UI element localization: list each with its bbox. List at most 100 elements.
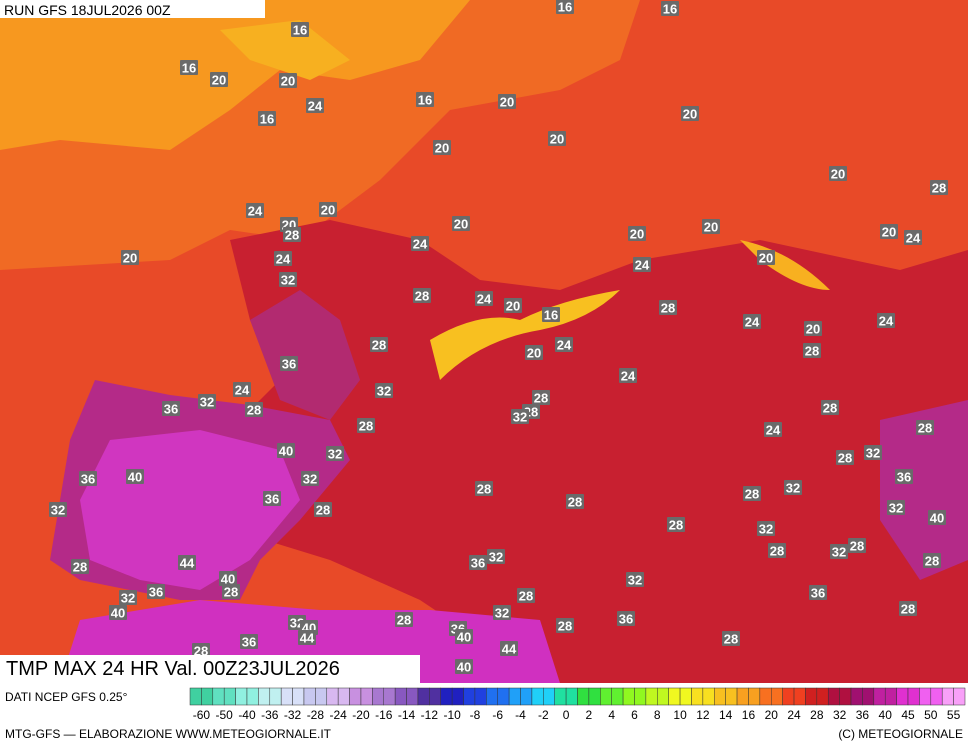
value-label: 32 xyxy=(377,384,391,399)
value-label: 20 xyxy=(882,225,896,240)
label-box xyxy=(848,538,866,553)
colorbar-swatch xyxy=(258,687,271,706)
label-box xyxy=(895,469,913,484)
colorbar-swatch xyxy=(827,687,840,706)
label-box xyxy=(475,291,493,306)
value-label: 32 xyxy=(281,273,295,288)
colorbar-swatch xyxy=(953,687,966,706)
label-box xyxy=(548,131,566,146)
label-box xyxy=(306,98,324,113)
label-box xyxy=(222,584,240,599)
colorbar-swatch xyxy=(714,687,726,706)
label-box xyxy=(301,471,319,486)
colorbar-swatch xyxy=(622,687,635,706)
colorbar-swatch xyxy=(280,687,293,706)
colorbar-label: -32 xyxy=(284,708,302,722)
colorbar-swatch xyxy=(816,687,829,706)
value-label: 36 xyxy=(242,635,256,650)
colorbar-swatch xyxy=(782,687,795,706)
colorbar-label: 50 xyxy=(924,708,938,722)
value-label: 32 xyxy=(628,573,642,588)
mild-zone xyxy=(220,20,350,80)
value-label: 40 xyxy=(128,470,142,485)
value-label: 32 xyxy=(200,395,214,410)
label-box xyxy=(280,356,298,371)
colorbar-swatch xyxy=(941,687,954,706)
alps-cool xyxy=(430,290,620,380)
value-label: 28 xyxy=(372,338,386,353)
label-box xyxy=(829,166,847,181)
value-label: 32 xyxy=(866,446,880,461)
value-label: 36 xyxy=(897,470,911,485)
value-label: 16 xyxy=(544,308,558,323)
colorbar-swatch xyxy=(337,687,350,706)
value-label: 28 xyxy=(932,181,946,196)
colorbar-label: 40 xyxy=(879,708,893,722)
value-label: 32 xyxy=(121,591,135,606)
label-box xyxy=(899,601,917,616)
label-box xyxy=(192,643,210,658)
label-box xyxy=(210,72,228,87)
label-box xyxy=(395,612,413,627)
header-box xyxy=(0,0,265,18)
label-box xyxy=(475,481,493,496)
colorbar-label: -40 xyxy=(238,708,256,722)
label-box xyxy=(71,559,89,574)
label-box xyxy=(877,313,895,328)
map: RUN GFS 18JUL2026 00Z 16 16 16 16 20 20 24 16 20… xyxy=(0,0,968,683)
label-box xyxy=(274,251,292,266)
value-label: 28 xyxy=(823,401,837,416)
value-label: 36 xyxy=(282,357,296,372)
colorbar-swatch xyxy=(930,687,943,706)
value-label: 20 xyxy=(123,251,137,266)
very-hot-zone xyxy=(880,400,968,580)
value-label: 24 xyxy=(745,315,760,330)
value-label: 44 xyxy=(502,642,517,657)
label-box xyxy=(258,111,276,126)
colorbar-label: 45 xyxy=(901,708,915,722)
value-label: 28 xyxy=(359,419,373,434)
label-box xyxy=(830,544,848,559)
value-label: 28 xyxy=(568,495,582,510)
value-label: 44 xyxy=(300,631,315,646)
colorbar-label: -50 xyxy=(216,708,234,722)
label-box xyxy=(757,250,775,265)
label-box xyxy=(319,202,337,217)
colorbar-label: -20 xyxy=(352,708,370,722)
label-box xyxy=(804,321,822,336)
label-box xyxy=(880,224,898,239)
colorbar-swatch xyxy=(702,687,715,706)
colorbar-label: 8 xyxy=(654,708,661,722)
label-box xyxy=(493,605,511,620)
colorbar-swatch xyxy=(725,687,738,706)
colorbar-swatch xyxy=(223,687,236,706)
value-label: 32 xyxy=(303,472,317,487)
value-label: 40 xyxy=(279,444,293,459)
colorbar-swatch xyxy=(235,687,248,706)
label-box xyxy=(923,553,941,568)
colorbar-label: 20 xyxy=(765,708,779,722)
mild-zone xyxy=(0,0,470,150)
value-label: 28 xyxy=(669,518,683,533)
colorbar-label: 55 xyxy=(947,708,961,722)
label-box xyxy=(357,418,375,433)
value-label: 16 xyxy=(418,93,432,108)
value-label: 24 xyxy=(413,237,428,252)
value-label: 16 xyxy=(293,23,307,38)
colorbar-swatch xyxy=(463,687,476,706)
colorbar-swatch xyxy=(315,687,328,706)
label-box xyxy=(887,500,905,515)
colorbar-label: 4 xyxy=(608,708,615,722)
colorbar-swatch xyxy=(303,687,316,706)
value-label: 28 xyxy=(534,391,548,406)
label-box xyxy=(722,631,740,646)
value-label: 28 xyxy=(805,344,819,359)
label-box xyxy=(279,73,297,88)
value-label: 20 xyxy=(683,107,697,122)
colorbar-swatch xyxy=(600,687,612,706)
value-label: 20 xyxy=(435,141,449,156)
colorbar-swatch xyxy=(383,687,396,706)
colorbar-label: -6 xyxy=(492,708,503,722)
value-label: 28 xyxy=(316,503,330,518)
